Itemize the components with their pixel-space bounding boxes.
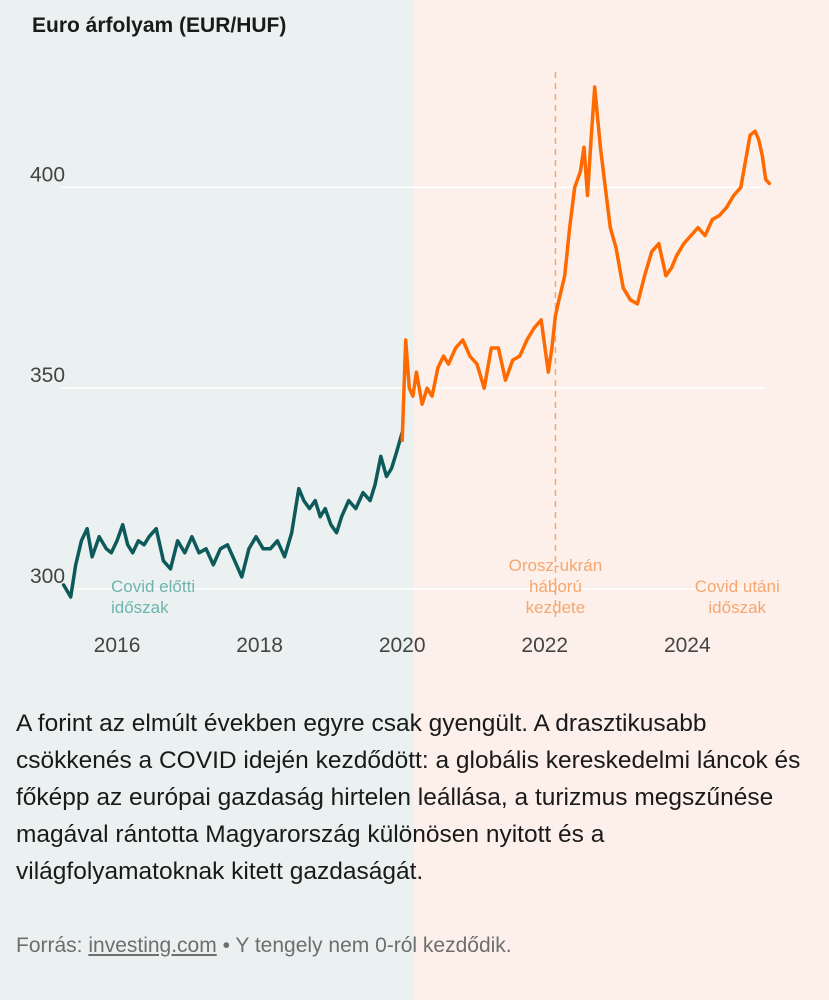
footer-note: • Y tengely nem 0-ról kezdődik.: [216, 934, 512, 957]
x-tick-labels: 2016 2018 2020 2022 2024: [94, 634, 711, 657]
annotation-line: Covid előtti: [111, 577, 195, 596]
source-prefix: Forrás:: [16, 934, 89, 957]
annotation-2: Covid utáni időszak: [695, 577, 780, 617]
x-tick-label-2024: 2024: [664, 634, 711, 657]
annotation-0: Covid előtti időszak: [111, 577, 195, 617]
post-covid-background: [414, 0, 829, 1000]
x-tick-label-2022: 2022: [521, 634, 568, 657]
footer: Forrás: investing.com • Y tengely nem 0-…: [16, 934, 512, 958]
y-tick-label-400: 400: [30, 163, 65, 186]
annotation-line: háború: [529, 577, 582, 596]
annotation-line: Covid utáni: [695, 577, 780, 596]
pre-covid-background: [0, 0, 414, 1000]
chart-title: Euro árfolyam (EUR/HUF): [32, 14, 287, 37]
annotation-line: időszak: [708, 598, 766, 617]
x-tick-label-2018: 2018: [236, 634, 283, 657]
y-tick-label-300: 300: [30, 565, 65, 588]
annotation-line: időszak: [111, 598, 169, 617]
y-tick-labels: 300 350 400: [30, 163, 65, 588]
y-tick-label-350: 350: [30, 364, 65, 387]
annotation-line: Orosz-ukrán: [509, 556, 603, 575]
chart-plot: 300 350 400 2016 2018 2020 2022 2024 Covid elő…: [30, 72, 780, 657]
series-line-pre: [61, 430, 404, 599]
caption-text: A forint az elmúlt években egyre csak gy…: [16, 710, 801, 885]
source-link[interactable]: investing.com: [88, 934, 217, 957]
x-tick-label-2016: 2016: [94, 634, 141, 657]
annotation-1: Orosz-ukrán háború kezdete: [509, 556, 603, 617]
series-line-post: [400, 85, 772, 443]
series-lines: [61, 85, 772, 599]
annotations: Covid előtti időszak Orosz-ukrán háború kezd…: [111, 556, 780, 617]
x-tick-label-2020: 2020: [379, 634, 426, 657]
annotation-line: kezdete: [526, 598, 586, 617]
